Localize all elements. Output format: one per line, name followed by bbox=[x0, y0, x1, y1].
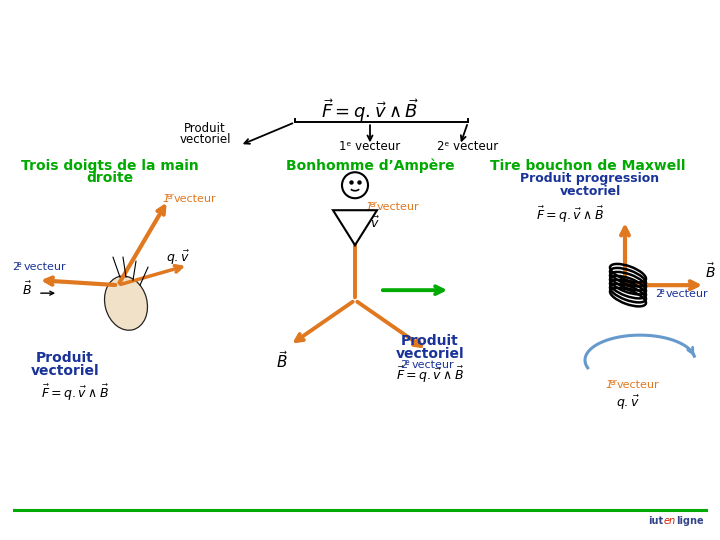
Text: vectoriel: vectoriel bbox=[31, 364, 99, 378]
Text: e: e bbox=[405, 358, 410, 367]
Text: 1ᵉ vecteur: 1ᵉ vecteur bbox=[339, 140, 400, 153]
Text: ligne: ligne bbox=[676, 516, 703, 526]
Text: er: er bbox=[167, 192, 175, 201]
Ellipse shape bbox=[104, 276, 148, 330]
Text: e: e bbox=[660, 287, 665, 296]
Text: $\vec{B}$: $\vec{B}$ bbox=[276, 350, 288, 371]
Text: Tire bouchon de Maxwell: Tire bouchon de Maxwell bbox=[490, 159, 685, 173]
Text: $\vec{F} = q.\vec{v} \wedge \vec{B}$: $\vec{F} = q.\vec{v} \wedge \vec{B}$ bbox=[321, 97, 419, 124]
Text: 2: 2 bbox=[655, 289, 662, 299]
Text: vectoriel: vectoriel bbox=[559, 185, 621, 198]
Text: vecteur: vecteur bbox=[666, 289, 708, 299]
Text: $\vec{F} = q.\vec{v} \wedge \vec{B}$: $\vec{F} = q.\vec{v} \wedge \vec{B}$ bbox=[396, 365, 464, 385]
Text: Produit progression: Produit progression bbox=[521, 172, 660, 185]
Text: er: er bbox=[610, 378, 618, 387]
Text: $\vec{B}$: $\vec{B}$ bbox=[705, 262, 716, 281]
Text: er: er bbox=[370, 200, 378, 209]
Text: $q.\vec{v}$: $q.\vec{v}$ bbox=[616, 394, 640, 412]
Text: vecteur: vecteur bbox=[174, 194, 217, 204]
Text: Règles d’orientation: Règles d’orientation bbox=[152, 22, 568, 57]
Text: 2: 2 bbox=[12, 262, 19, 272]
Text: $q.\vec{v}$: $q.\vec{v}$ bbox=[356, 215, 380, 233]
Text: vecteur: vecteur bbox=[24, 262, 67, 272]
Text: 1: 1 bbox=[605, 380, 612, 390]
Text: 1: 1 bbox=[365, 202, 372, 212]
Text: 2: 2 bbox=[400, 360, 407, 370]
Text: vecteur: vecteur bbox=[412, 360, 454, 370]
Text: droite: droite bbox=[86, 171, 134, 185]
Text: vecteur: vecteur bbox=[617, 380, 660, 390]
Circle shape bbox=[342, 172, 368, 198]
Text: $q.\vec{v}$: $q.\vec{v}$ bbox=[166, 249, 190, 267]
Text: Produit: Produit bbox=[36, 351, 94, 365]
Text: e: e bbox=[17, 260, 22, 269]
Text: Bonhomme d’Ampère: Bonhomme d’Ampère bbox=[286, 159, 454, 173]
Text: vectoriel: vectoriel bbox=[396, 347, 464, 361]
Polygon shape bbox=[333, 210, 377, 245]
Text: vectoriel: vectoriel bbox=[179, 133, 230, 146]
Text: en: en bbox=[664, 516, 676, 526]
Text: 2ᵉ vecteur: 2ᵉ vecteur bbox=[437, 140, 499, 153]
Text: vecteur: vecteur bbox=[377, 202, 420, 212]
Text: Produit: Produit bbox=[401, 334, 459, 348]
Text: $\vec{F} = q.\vec{v} \wedge \vec{B}$: $\vec{F} = q.\vec{v} \wedge \vec{B}$ bbox=[536, 205, 604, 225]
Text: $\vec{F} = q.\vec{v} \wedge \vec{B}$: $\vec{F} = q.\vec{v} \wedge \vec{B}$ bbox=[41, 383, 109, 403]
Text: 1: 1 bbox=[162, 194, 169, 204]
Text: iut: iut bbox=[648, 516, 663, 526]
Text: $\vec{B}$: $\vec{B}$ bbox=[22, 281, 32, 298]
Text: Trois doigts de la main: Trois doigts de la main bbox=[21, 159, 199, 173]
Text: Produit: Produit bbox=[184, 122, 226, 135]
